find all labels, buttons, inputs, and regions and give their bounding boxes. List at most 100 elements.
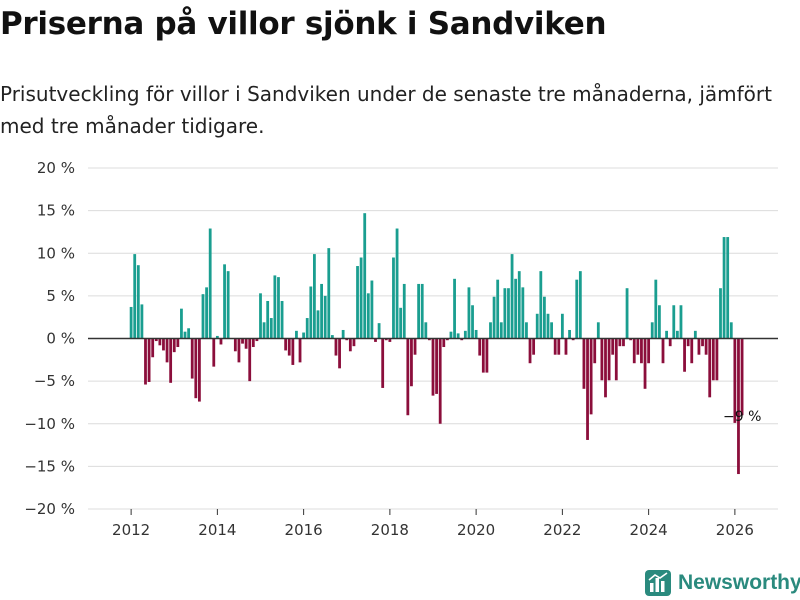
- bar: [154, 338, 158, 342]
- bar: [269, 318, 273, 339]
- bar: [675, 330, 679, 339]
- bar: [658, 305, 661, 339]
- bar: [499, 322, 503, 339]
- bar: [327, 248, 331, 339]
- bar: [356, 266, 359, 339]
- bar: [701, 338, 704, 347]
- bar: [392, 257, 395, 339]
- bar: [187, 328, 191, 339]
- bar: [560, 313, 564, 339]
- bar: [492, 296, 496, 339]
- bar: [719, 288, 722, 339]
- y-tick-label: 5 %: [46, 287, 75, 305]
- bar: [435, 338, 438, 394]
- bar: [686, 338, 690, 347]
- bar: [183, 331, 187, 339]
- bar: [445, 338, 449, 341]
- bar: [190, 338, 194, 379]
- bar: [237, 338, 241, 363]
- bar: [413, 338, 417, 355]
- bar: [316, 310, 320, 339]
- bar: [359, 257, 363, 339]
- bar: [251, 338, 255, 348]
- bar: [514, 278, 518, 339]
- bar: [636, 338, 640, 355]
- bar: [172, 338, 176, 353]
- bar: [539, 271, 543, 339]
- bar-series: [129, 213, 744, 475]
- y-tick-label: 0 %: [46, 330, 75, 348]
- bar: [241, 338, 244, 344]
- bar: [463, 330, 467, 339]
- bar: [661, 338, 665, 364]
- bar: [708, 338, 712, 398]
- bar: [614, 338, 618, 381]
- bar: [417, 283, 421, 339]
- bar: [600, 338, 604, 381]
- bar: [740, 338, 744, 416]
- bar: [460, 338, 464, 341]
- bar: [384, 338, 388, 341]
- bar: [568, 329, 571, 339]
- bar: [431, 338, 435, 396]
- bar: [625, 288, 629, 339]
- bar: [557, 338, 561, 355]
- bar: [582, 338, 586, 389]
- bar: [180, 308, 183, 339]
- bar: [158, 338, 162, 346]
- bar: [618, 338, 622, 347]
- bar: [219, 338, 223, 345]
- bar: [147, 338, 151, 382]
- bar: [136, 265, 140, 339]
- x-tick-label: 2014: [198, 521, 236, 539]
- bar: [295, 330, 298, 339]
- bar: [697, 338, 701, 355]
- bar: [690, 338, 694, 364]
- bar: [607, 338, 611, 381]
- bar: [255, 338, 259, 342]
- bar: [596, 322, 600, 339]
- bar: [244, 338, 248, 349]
- bar: [553, 338, 557, 355]
- bar: [471, 305, 474, 339]
- annotation-label: −9 %: [723, 409, 761, 425]
- bar: [169, 338, 173, 383]
- bar: [366, 293, 370, 339]
- bar: [388, 338, 392, 342]
- y-tick-label: −10 %: [24, 415, 75, 433]
- bar: [683, 338, 686, 372]
- bar: [650, 322, 654, 339]
- bar: [363, 213, 367, 339]
- bar: [525, 322, 528, 339]
- bar: [198, 338, 201, 402]
- bar: [647, 338, 651, 364]
- x-tick-label: 2026: [716, 521, 754, 539]
- bar: [140, 304, 144, 339]
- bar: [571, 338, 575, 341]
- bar: [604, 338, 607, 398]
- bar: [532, 338, 536, 355]
- bar: [313, 254, 316, 339]
- x-tick-label: 2018: [371, 521, 409, 539]
- bar: [729, 322, 733, 339]
- bar: [726, 237, 730, 339]
- bar: [262, 322, 266, 339]
- bar: [284, 338, 288, 351]
- bar: [456, 333, 460, 339]
- bar: [165, 338, 169, 363]
- y-tick-label: −5 %: [34, 372, 75, 390]
- bar: [521, 287, 525, 339]
- bar: [381, 338, 385, 388]
- bar: [593, 338, 597, 364]
- bar: [578, 271, 582, 339]
- x-tick-label: 2012: [112, 521, 150, 539]
- bar: [330, 335, 334, 339]
- y-tick-label: −20 %: [24, 500, 75, 518]
- brand-logo[interactable]: Newsworthy: [644, 568, 800, 598]
- bar: [589, 338, 593, 415]
- chart-subtitle: Prisutveckling för villor i Sandviken un…: [0, 82, 772, 138]
- bar: [233, 338, 237, 352]
- y-tick-label: 20 %: [37, 159, 75, 177]
- bar: [298, 338, 302, 363]
- bar: [679, 305, 683, 339]
